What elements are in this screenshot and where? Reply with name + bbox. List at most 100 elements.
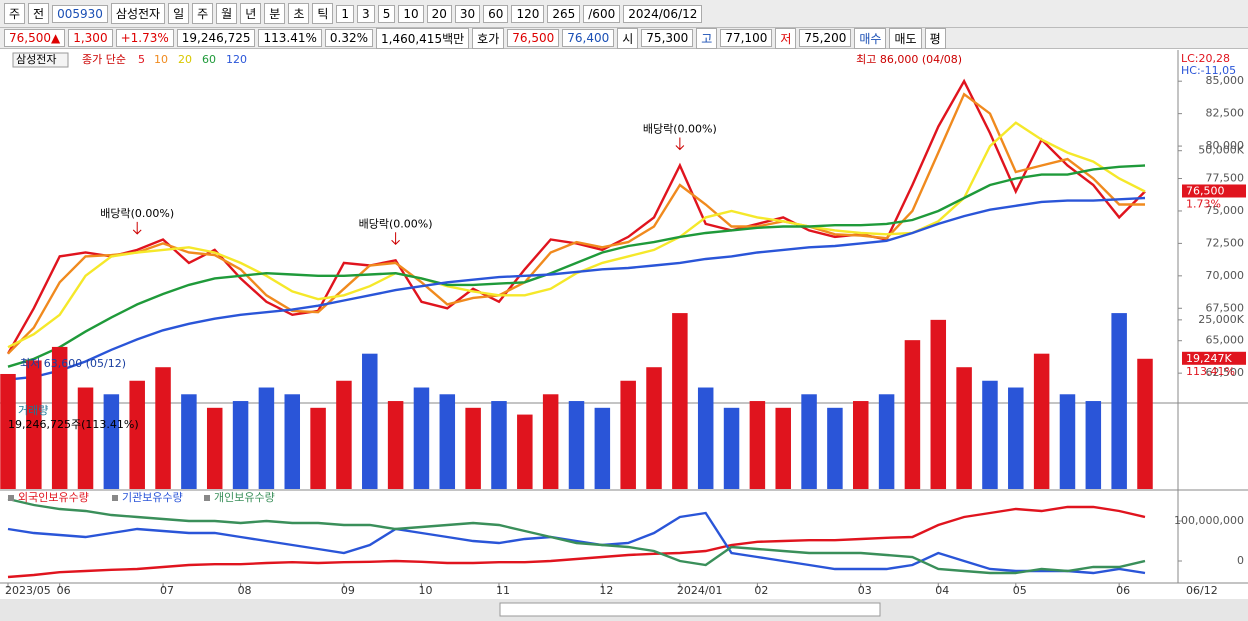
info-item[interactable]: 호가 xyxy=(472,27,505,49)
info-item[interactable]: 시 xyxy=(617,27,639,49)
toolbar: 주 전 005930 삼성전자 일 주 월 년 분 초 틱 1 3 5 10 20 30 60 120 265/600… xyxy=(0,0,1248,28)
toolbar-item[interactable]: 10 xyxy=(398,4,424,23)
info-item[interactable]: 매수 xyxy=(854,27,887,49)
x-tick-label: 04 xyxy=(935,584,949,597)
dividend-label: 배당락(0.00%) xyxy=(359,217,433,230)
volume-bar xyxy=(284,394,301,489)
volume-bar xyxy=(827,407,843,489)
legend-swatch xyxy=(112,495,118,501)
volume-bar xyxy=(1085,401,1102,489)
toolbar-item[interactable]: 틱 xyxy=(312,3,334,24)
low-label: 최저 63,600 (05/12) xyxy=(20,357,126,370)
toolbar-item[interactable]: 삼성전자 xyxy=(110,3,166,24)
toolbar-item[interactable]: /600 xyxy=(583,4,621,23)
x-tick-label: 10 xyxy=(418,584,432,597)
info-item[interactable]: 76,400 xyxy=(562,29,615,47)
volume-bar xyxy=(1008,387,1024,489)
info-item[interactable]: 저 xyxy=(775,27,797,49)
volume-title: 거래량 xyxy=(18,404,48,417)
volume-bar xyxy=(878,394,895,489)
toolbar-item[interactable]: 60 xyxy=(483,4,509,23)
current-sub: 1.73% xyxy=(1186,197,1221,210)
volume-bar xyxy=(852,401,869,489)
scroll-thumb[interactable] xyxy=(499,602,881,617)
y-tick-label: 25,000K xyxy=(1198,313,1244,326)
info-item[interactable]: 76,500▲ xyxy=(4,29,66,47)
dividend-label: 배당락(0.00%) xyxy=(100,207,174,220)
dividend-arrow xyxy=(391,232,400,245)
series-line xyxy=(6,78,1146,355)
toolbar-item[interactable]: 분 xyxy=(264,3,286,24)
toolbar-item[interactable]: 2024/06/12 xyxy=(623,4,703,23)
legend-entry: 개인보유수량 xyxy=(214,491,275,504)
toolbar-item[interactable]: 1 xyxy=(336,4,355,23)
y-tick-label: 72,500 xyxy=(1206,236,1245,249)
volume-bar xyxy=(904,340,921,489)
volume-bar xyxy=(181,394,197,489)
info-item[interactable]: 19,246,725 xyxy=(176,29,256,47)
y-tick-label: 77,500 xyxy=(1206,172,1245,185)
y-tick-label: 50,000K xyxy=(1198,144,1244,157)
x-tick-label: 11 xyxy=(496,584,510,597)
info-item[interactable]: 1,300 xyxy=(68,29,113,47)
x-tick-label: 2023/05 xyxy=(5,584,51,597)
toolbar-item[interactable]: 전 xyxy=(28,3,50,24)
toolbar-item[interactable]: 30 xyxy=(454,4,481,23)
legend-entry: 10 xyxy=(154,53,168,66)
toolbar-item[interactable]: 5 xyxy=(377,4,396,23)
toolbar-item[interactable]: 월 xyxy=(216,3,238,24)
volume-bar xyxy=(491,401,507,489)
toolbar-item[interactable]: 265 xyxy=(547,4,581,23)
series-line xyxy=(7,121,1146,349)
volume-bar xyxy=(77,387,94,489)
volume-bar xyxy=(930,319,947,489)
y-tick-label: 85,000 xyxy=(1206,74,1245,87)
dividend-arrow xyxy=(675,137,685,151)
info-item[interactable]: 75,300 xyxy=(641,29,694,47)
legend-swatch xyxy=(204,495,210,501)
toolbar-item[interactable]: 주 xyxy=(4,3,26,24)
volume-bar xyxy=(956,367,972,489)
info-item[interactable]: 0.32% xyxy=(324,29,373,47)
series-line xyxy=(7,196,1146,381)
x-tick-label: 06 xyxy=(57,584,71,597)
toolbar-item[interactable]: 20 xyxy=(426,4,452,23)
y-tick-label: 80,000 xyxy=(1206,139,1245,152)
toolbar-item[interactable]: 일 xyxy=(168,3,190,24)
info-item[interactable]: 113.41% xyxy=(258,29,322,47)
toolbar-item[interactable]: 3 xyxy=(357,4,375,23)
toolbar-item[interactable]: 주 xyxy=(192,3,214,24)
toolbar-item[interactable]: 120 xyxy=(511,4,545,23)
lc-label: LC:20,28 xyxy=(1181,52,1230,65)
volume-bar xyxy=(206,407,223,489)
dividend-arrow xyxy=(132,221,142,235)
info-item[interactable]: 평 xyxy=(924,27,946,49)
y-tick-label: 70,000 xyxy=(1206,269,1245,282)
series-line xyxy=(7,92,1145,355)
x-tick-label: 08 xyxy=(238,584,252,597)
volume-bar xyxy=(542,394,559,489)
toolbar-item[interactable]: 년 xyxy=(240,3,262,24)
info-item[interactable]: 매도 xyxy=(889,27,922,49)
toolbar-item[interactable]: 005930 xyxy=(52,4,108,23)
y-tick-label: 65,000 xyxy=(1206,334,1245,347)
series-line xyxy=(7,497,1146,575)
chart: 62,500 65,000 67,500 70,000 72,500 75,000 77,5… xyxy=(0,50,1248,621)
legend-entry: 외국인보유수량 xyxy=(18,491,89,504)
info-item[interactable]: 75,200 xyxy=(799,29,852,47)
legend-entry: 60 xyxy=(202,53,216,66)
info-item[interactable]: 고 xyxy=(696,27,718,49)
volume-bar xyxy=(982,380,998,489)
title-box xyxy=(12,52,69,68)
toolbar-item[interactable]: 초 xyxy=(288,3,310,24)
info-item[interactable]: +1.73% xyxy=(115,29,174,47)
info-item[interactable]: 1,460,415백만 xyxy=(376,27,470,49)
volume-bar xyxy=(258,387,275,489)
info-item[interactable]: 77,100 xyxy=(720,29,773,47)
info-item[interactable]: 76,500 xyxy=(507,29,560,47)
volume-bar xyxy=(336,380,352,489)
chart-title: 삼성전자 xyxy=(16,53,56,66)
current-sub: 113.41% xyxy=(1186,365,1235,378)
x-tick-label: 02 xyxy=(754,584,768,597)
legend-title: 종가 단순 xyxy=(82,53,126,66)
